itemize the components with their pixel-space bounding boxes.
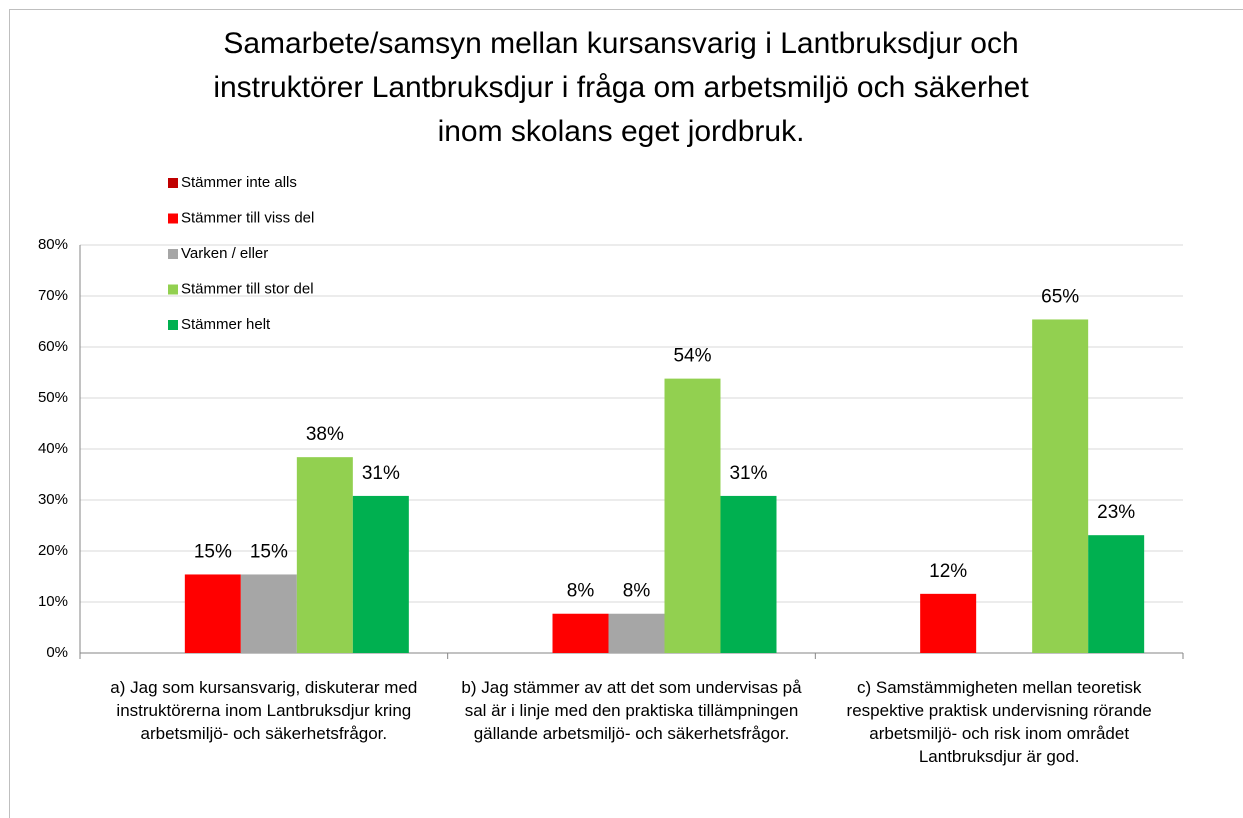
data-label: 31% <box>362 463 400 484</box>
data-label: 31% <box>729 463 767 484</box>
x-tick-label: b) Jag stämmer av att det som undervisas… <box>461 678 802 743</box>
data-label: 23% <box>1097 502 1135 523</box>
y-tick-label: 80% <box>38 236 68 253</box>
chart-title: Samarbete/samsyn mellan kursansvarig i L… <box>223 27 1018 60</box>
data-label: 65% <box>1041 286 1079 307</box>
legend-label: Stämmer till stor del <box>181 280 314 297</box>
x-tick-label: c) Samstämmigheten mellan teoretisk respe… <box>847 678 1152 766</box>
data-label: 8% <box>623 581 651 602</box>
bar <box>552 613 609 653</box>
y-tick-label: 30% <box>38 491 68 508</box>
y-tick-label: 20% <box>38 542 68 559</box>
bar <box>608 613 665 653</box>
legend-label: Varken / eller <box>181 245 268 262</box>
data-label: 54% <box>673 346 711 367</box>
data-label: 15% <box>250 541 288 562</box>
bar <box>296 457 353 653</box>
data-label: 38% <box>306 424 344 445</box>
chart-frame <box>9 9 1243 818</box>
legend-label: Stämmer inte alls <box>181 174 297 191</box>
bar <box>184 574 241 653</box>
legend-swatch <box>168 249 178 259</box>
bar <box>1088 535 1145 653</box>
bar <box>720 495 777 653</box>
legend-swatch <box>168 284 178 295</box>
bar <box>240 574 297 653</box>
bar <box>664 378 721 653</box>
y-tick-label: 70% <box>38 287 68 304</box>
legend-swatch <box>168 178 178 188</box>
bar <box>1032 319 1089 653</box>
y-tick-label: 0% <box>46 644 68 661</box>
y-tick-label: 40% <box>38 440 68 457</box>
legend-label: Stämmer helt <box>181 316 271 333</box>
y-tick-label: 50% <box>38 389 68 406</box>
legend-swatch <box>168 320 178 330</box>
bar <box>352 495 409 653</box>
data-label: 15% <box>194 541 232 562</box>
y-tick-label: 60% <box>38 338 68 355</box>
data-label: 12% <box>929 561 967 582</box>
x-tick-label: a) Jag som kursansvarig, diskuterar med i… <box>110 678 417 743</box>
chart-title: inom skolans eget jordbruk. <box>438 115 805 148</box>
chart-title: instruktörer Lantbruksdjur i fråga om ar… <box>213 71 1029 104</box>
y-tick-label: 10% <box>38 593 68 610</box>
bar <box>920 593 977 653</box>
legend-swatch <box>168 213 178 224</box>
legend-label: Stämmer till viss del <box>181 209 314 226</box>
data-label: 8% <box>567 581 595 602</box>
